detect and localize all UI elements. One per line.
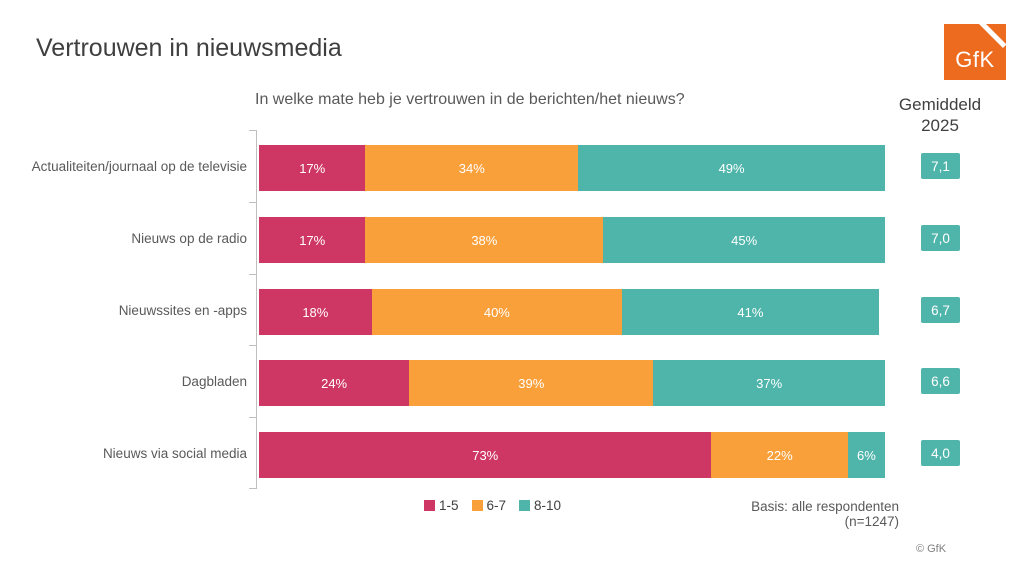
bar-row: Nieuwssites en -apps 18% 40% 41% 6,7	[0, 274, 1024, 346]
bar-segment-1-5: 18%	[259, 289, 372, 335]
legend-item-1-5: 1-5	[424, 498, 459, 513]
average-header-line1: Gemiddeld	[898, 95, 982, 114]
segment-value-label: 49%	[718, 160, 745, 176]
bar-segment-6-7: 22%	[711, 432, 848, 478]
average-badge: 6,6	[921, 368, 960, 394]
legend-swatch-8-10	[519, 500, 531, 511]
average-badge: 7,1	[921, 153, 960, 179]
average-badge: 7,0	[921, 225, 960, 251]
bar-segment-1-5: 17%	[259, 217, 366, 263]
page-title: Vertrouwen in nieuwsmedia	[36, 34, 342, 62]
segment-value-label: 39%	[518, 375, 545, 391]
stacked-bar: 17% 34% 49%	[259, 145, 885, 191]
category-label: Nieuws via social media	[102, 445, 247, 461]
stacked-bar: 18% 40% 41%	[259, 289, 885, 335]
stacked-bar: 73% 22% 6%	[259, 432, 885, 478]
segment-value-label: 6%	[857, 447, 876, 463]
average-column-header: Gemiddeld 2025	[878, 94, 1002, 136]
bar-segment-6-7: 34%	[365, 145, 579, 191]
category-label: Actualiteiten/journaal op de televisie	[31, 158, 247, 174]
legend-label: 6-7	[486, 498, 507, 513]
axis-tick	[249, 345, 256, 346]
axis-tick	[249, 202, 256, 203]
legend-label: 1-5	[439, 498, 459, 513]
segment-value-label: 40%	[483, 304, 510, 320]
segment-value-label: 22%	[766, 447, 793, 463]
legend-item-8-10: 8-10	[519, 498, 561, 513]
bar-segment-6-7: 40%	[371, 289, 623, 335]
bar-row: Actualiteiten/journaal op de televisie 1…	[0, 130, 1024, 202]
basis-note: Basis: alle respondenten (n=1247)	[751, 499, 899, 529]
average-badge: 6,7	[921, 297, 960, 323]
bar-segment-8-10: 37%	[653, 360, 885, 406]
y-axis-line	[249, 130, 257, 489]
category-label: Dagbladen	[181, 373, 247, 389]
copyright: © GfK	[915, 543, 947, 555]
stacked-bar: 17% 38% 45%	[259, 217, 885, 263]
legend-swatch-1-5	[424, 500, 435, 511]
legend-label: 8-10	[534, 498, 562, 513]
bar-segment-8-10: 41%	[622, 289, 879, 335]
category-label: Nieuws op de radio	[131, 230, 247, 246]
category-label: Nieuwssites en -apps	[118, 302, 247, 318]
bar-segment-1-5: 73%	[259, 432, 712, 478]
bar-segment-8-10: 6%	[847, 432, 885, 478]
segment-value-label: 24%	[321, 375, 348, 391]
bar-row: Nieuws op de radio 17% 38% 45% 7,0	[0, 202, 1024, 274]
segment-value-label: 41%	[737, 304, 764, 320]
bar-segment-1-5: 17%	[259, 145, 366, 191]
bar-segment-8-10: 45%	[603, 217, 885, 263]
segment-value-label: 17%	[299, 160, 326, 176]
axis-tick	[249, 417, 256, 418]
stacked-bar: 24% 39% 37%	[259, 360, 885, 406]
axis-tick	[249, 130, 256, 131]
bar-segment-8-10: 49%	[578, 145, 885, 191]
bar-row: Dagbladen 24% 39% 37% 6,6	[0, 345, 1024, 417]
bar-row: Nieuws via social media 73% 22% 6% 4,0	[0, 417, 1024, 489]
legend-item-6-7: 6-7	[471, 498, 507, 513]
axis-tick	[249, 488, 256, 489]
gfk-logo-text: GfK	[955, 47, 995, 72]
legend-swatch-6-7	[471, 500, 483, 511]
segment-value-label: 17%	[299, 232, 326, 248]
legend: 1-5 6-7 8-10	[424, 498, 561, 513]
segment-value-label: 37%	[756, 375, 783, 391]
segment-value-label: 34%	[458, 160, 485, 176]
segment-value-label: 38%	[471, 232, 498, 248]
bar-segment-6-7: 38%	[365, 217, 604, 263]
gfk-logo: GfK	[944, 19, 1007, 80]
segment-value-label: 45%	[731, 232, 758, 248]
bar-segment-1-5: 24%	[259, 360, 410, 406]
bar-segment-6-7: 39%	[409, 360, 654, 406]
segment-value-label: 73%	[472, 447, 499, 463]
average-header-line2: 2025	[921, 116, 959, 135]
segment-value-label: 18%	[302, 304, 329, 320]
axis-tick	[249, 274, 256, 275]
chart-title: In welke mate heb je vertrouwen in de be…	[255, 91, 685, 108]
average-badge: 4,0	[921, 440, 960, 466]
